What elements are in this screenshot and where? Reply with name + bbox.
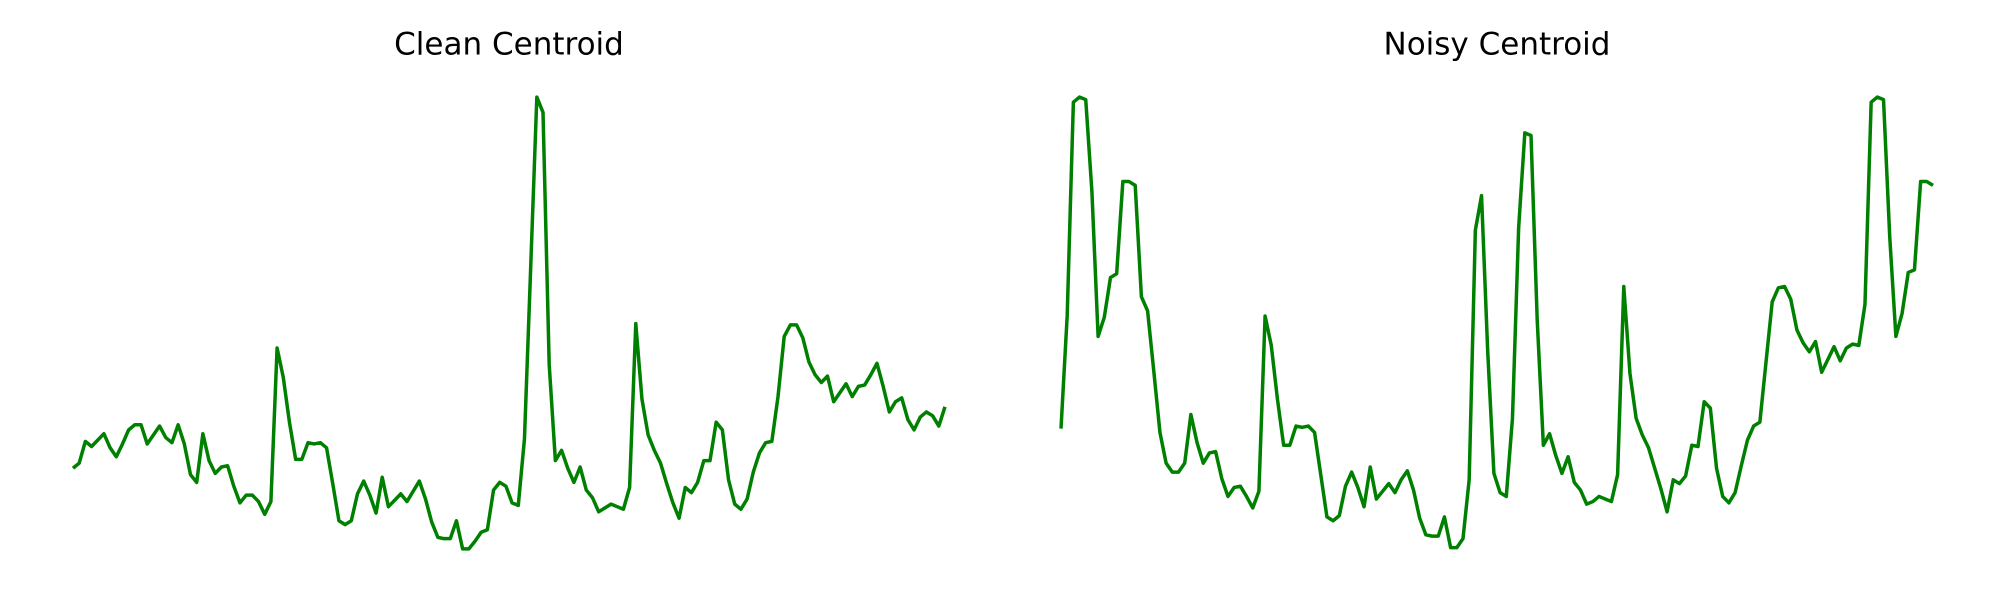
line [1059,95,1934,550]
chart-title: Noisy Centroid [1384,27,1611,63]
line [71,95,947,551]
chart-title: Clean Centroid [394,27,624,63]
